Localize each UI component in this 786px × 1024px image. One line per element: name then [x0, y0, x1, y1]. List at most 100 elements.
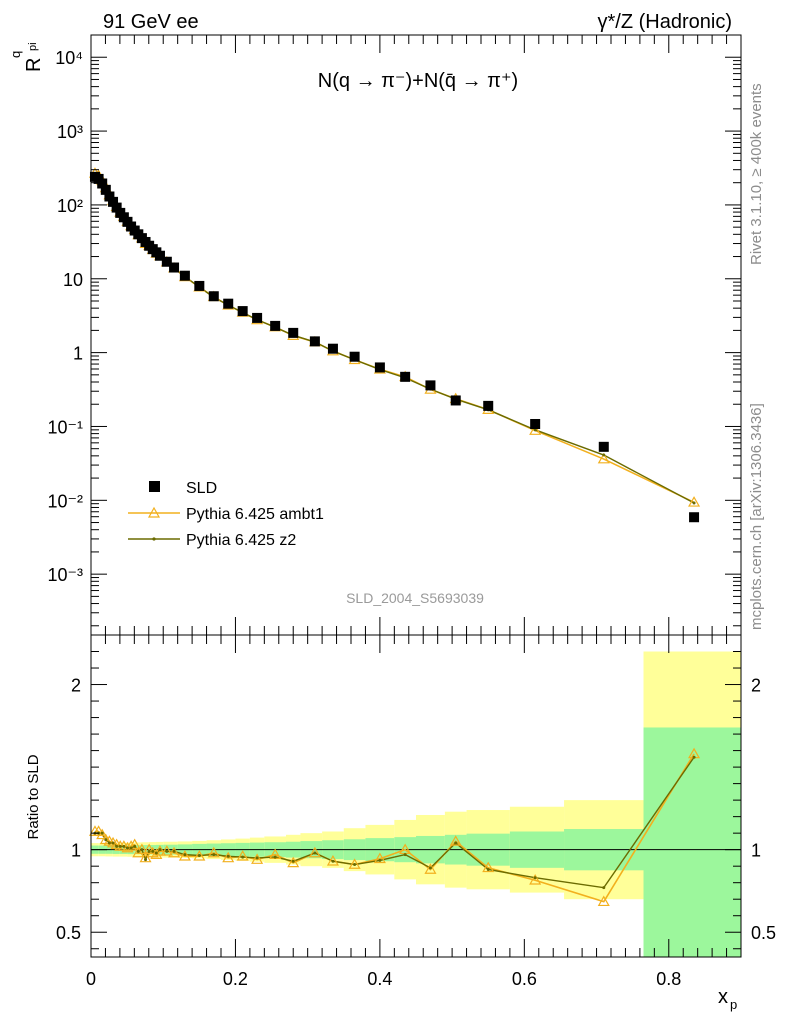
- z2-point: [692, 501, 696, 505]
- x-tick-label: 0.4: [367, 969, 392, 989]
- ratio-z2-point: [183, 853, 187, 857]
- legend: SLD Pythia 6.425 ambt1 Pythia 6.425 z2: [128, 480, 324, 549]
- sld-point: [169, 262, 180, 273]
- main-panel: 10⁻³ 10⁻² 10⁻¹ 1 10 10² 10³ 10⁴ N(q → π⁻)+N(q̄ …: [8, 34, 742, 636]
- ratio-z2-point: [104, 838, 108, 842]
- sld-point: [104, 191, 115, 202]
- ratio-z2-point: [378, 858, 382, 862]
- ratio-z2-point: [140, 848, 144, 852]
- ratio-z2-point: [154, 851, 158, 855]
- sld-point: [483, 400, 494, 411]
- main-title: N(q → π⁻)+N(q̄ → π⁺): [318, 70, 518, 92]
- ratio-ambt1-point: [160, 845, 173, 856]
- series-line-ambt1: [94, 172, 695, 504]
- ratio-z2-point: [111, 841, 115, 845]
- ratio-z2-point: [212, 853, 216, 857]
- ratio-ambt1-point: [193, 850, 206, 861]
- ratio-z2-point: [172, 849, 176, 853]
- ratio-ambt1-point: [135, 843, 148, 855]
- ratio-z2-point: [118, 844, 122, 848]
- sld-point: [309, 336, 320, 347]
- ratio-ambt1-point: [153, 845, 167, 856]
- ratio-z2-point: [100, 831, 104, 835]
- sld-point: [327, 343, 338, 354]
- ratio-z2-point: [241, 855, 245, 859]
- sld-point: [530, 418, 541, 429]
- sld-point: [598, 441, 609, 452]
- sld-point: [223, 298, 234, 309]
- y-tick-label: 10²: [57, 196, 83, 216]
- x-axis-label: x p: [718, 986, 737, 1012]
- ratio-ambt1-point: [251, 853, 264, 864]
- side-rivet-label: Rivet 3.1.10, ≥ 400k events: [748, 83, 765, 265]
- ratio-ambt1-point: [529, 874, 542, 885]
- ratio-ambt1-point: [308, 846, 321, 858]
- ratio-ambt1-point: [207, 846, 220, 858]
- ratio-z2-point: [107, 841, 111, 845]
- legend-marker-ambt1: [147, 506, 161, 518]
- ratio-z2-point: [602, 886, 606, 890]
- ratio-z2-point: [255, 856, 259, 860]
- sld-point: [270, 320, 281, 331]
- ratio-z2-point: [226, 854, 230, 858]
- sld-point: [161, 256, 172, 267]
- y-tick-label: 10: [63, 270, 83, 290]
- ratio-z2-point: [331, 859, 335, 863]
- sld-point: [194, 280, 205, 291]
- sld-point: [179, 270, 190, 281]
- main-watermark: SLD_2004_S5693039: [346, 590, 484, 606]
- ratio-z2-point: [403, 853, 407, 857]
- ratio-ambt1-point: [96, 828, 109, 840]
- sld-point: [237, 306, 248, 317]
- svg-text:R: R: [23, 58, 45, 72]
- ratio-ambt1-point: [168, 846, 181, 858]
- ratio-ambt1-point: [287, 856, 300, 868]
- y-tick-label: 10⁻¹: [47, 417, 83, 437]
- sld-point: [97, 178, 108, 189]
- y-tick-label: 1: [73, 344, 83, 364]
- ratio-y-tick-label-left: 2: [71, 676, 81, 696]
- y-tick-label: 10⁻²: [47, 491, 83, 511]
- sld-point: [208, 291, 219, 302]
- ratio-z2-point: [165, 849, 169, 853]
- ratio-y-tick-label-right: 0.5: [751, 923, 776, 943]
- ratio-y-tick-label-right: 1: [751, 841, 761, 861]
- ratio-z2-point: [144, 858, 148, 862]
- x-tick-label: 0: [86, 969, 96, 989]
- legend-label-ambt1: Pythia 6.425 ambt1: [186, 506, 324, 523]
- sld-point: [689, 512, 700, 523]
- sld-point: [111, 202, 122, 213]
- ratio-ambt1-point: [326, 855, 339, 866]
- sld-point: [400, 371, 411, 382]
- ratio-ambt1-point: [132, 846, 145, 858]
- ratio-ambt1-point: [128, 838, 141, 850]
- ratio-ambt1-point: [348, 858, 361, 869]
- x-tick-label: 0.2: [223, 969, 248, 989]
- ratio-z2-point: [122, 844, 126, 848]
- legend-label-z2: Pythia 6.425 z2: [186, 532, 296, 549]
- sld-point: [252, 312, 263, 323]
- ratio-y-tick-label-right: 2: [751, 676, 761, 696]
- sld-point: [288, 327, 299, 338]
- ratio-z2-point: [136, 849, 140, 853]
- ratio-plot-frame: [90, 634, 742, 958]
- ratio-ylabel: Ratio to SLD: [25, 754, 42, 839]
- ratio-panel: 0 0.2 0.4 0.6 0.8 0.5 0.5 1 1 2 2 Ratio to SLD x p: [25, 634, 776, 1012]
- ratio-z2-point: [533, 876, 537, 880]
- ratio-z2-point: [158, 848, 162, 852]
- main-ylabel: R pi q: [8, 42, 45, 72]
- sld-point: [425, 380, 436, 391]
- legend-label-sld: SLD: [186, 480, 217, 497]
- ratio-z2-point: [486, 867, 490, 871]
- ambt1-point: [688, 496, 701, 507]
- ratio-z2-point: [125, 846, 129, 850]
- ratio-z2-point: [454, 841, 458, 845]
- y-tick-label: 10⁴: [55, 48, 83, 68]
- svg-text:q: q: [8, 51, 23, 58]
- z2-point: [533, 428, 537, 432]
- ratio-z2-point: [692, 755, 696, 759]
- sld-point: [450, 395, 461, 406]
- sld-point: [100, 184, 111, 195]
- legend-marker-z2: [152, 537, 156, 541]
